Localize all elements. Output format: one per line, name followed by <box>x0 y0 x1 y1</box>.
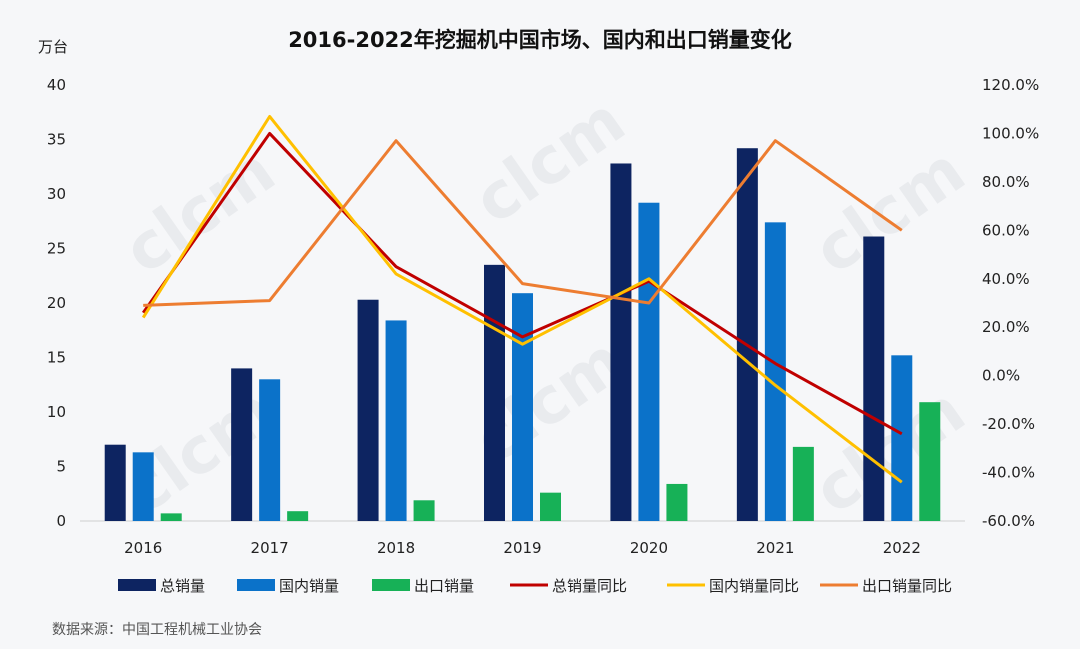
watermark-text: clcm <box>111 134 288 289</box>
bar-国内销量-2022 <box>891 355 913 521</box>
source-note: 数据来源：中国工程机械工业协会 <box>52 622 262 638</box>
watermark-logo: clcm <box>111 134 288 289</box>
legend-label: 出口销量 <box>414 577 474 595</box>
y-axis-unit-label: 万台 <box>38 38 68 56</box>
legend-swatch <box>372 579 410 591</box>
y-tick-label: 10 <box>47 403 66 421</box>
y2-tick-label: 80.0% <box>982 173 1030 191</box>
right-axis: -60.0% -40.0% -20.0% 0.0% 20.0% 40.0% 60.0% 80.… <box>982 76 1039 530</box>
y-tick-label: 15 <box>47 349 66 367</box>
x-tick-label: 2018 <box>377 539 415 557</box>
bar-国内销量-2019 <box>512 293 533 521</box>
bar-总销量-2022 <box>863 236 885 521</box>
y2-tick-label: -60.0% <box>982 512 1035 530</box>
bar-国内销量-2021 <box>764 222 786 521</box>
bar-出口销量-2016 <box>160 513 182 521</box>
bar-出口销量-2019 <box>540 492 561 521</box>
y-tick-label: 30 <box>47 185 66 203</box>
bar-总销量-2021 <box>736 148 758 521</box>
legend-label: 总销量 <box>160 577 205 595</box>
y-tick-label: 35 <box>47 131 66 149</box>
y2-tick-label: -40.0% <box>982 464 1035 482</box>
y2-tick-label: 120.0% <box>982 76 1039 94</box>
watermark-logo: clcm <box>801 374 978 529</box>
bar-出口销量-2022 <box>919 402 941 521</box>
y-tick-label: 20 <box>47 294 66 312</box>
y2-tick-label: 20.0% <box>982 318 1030 336</box>
legend-swatch <box>118 579 156 591</box>
line-国内销量同比 <box>141 114 903 484</box>
y2-tick-label: 60.0% <box>982 221 1030 239</box>
x-tick-label: 2021 <box>756 539 794 557</box>
watermark-logo: clcm <box>801 134 978 289</box>
legend-label: 出口销量同比 <box>862 577 952 595</box>
x-tick-label: 2020 <box>630 539 668 557</box>
bar-出口销量-2021 <box>792 446 814 521</box>
bar-出口销量-2017 <box>287 511 309 521</box>
bar-出口销量-2018 <box>413 500 435 521</box>
x-tick-label: 2016 <box>124 539 162 557</box>
bar-总销量-2019 <box>484 264 505 521</box>
y2-tick-label: 0.0% <box>982 367 1020 385</box>
x-tick-label: 2019 <box>503 539 541 557</box>
bar-国内销量-2016 <box>132 452 154 521</box>
y-tick-label: 5 <box>56 458 66 476</box>
line-总销量同比 <box>141 131 903 436</box>
bar-国内销量-2018 <box>385 320 407 521</box>
bar-出口销量-2020 <box>666 483 688 521</box>
line-出口销量同比 <box>143 139 903 307</box>
chart-title: 2016-2022年挖掘机中国市场、国内和出口销量变化 <box>288 28 792 52</box>
watermark-text: clcm <box>801 374 978 529</box>
y-tick-label: 40 <box>47 76 66 94</box>
x-tick-label: 2022 <box>883 539 921 557</box>
legend-label: 国内销量同比 <box>709 577 799 595</box>
legend-swatch <box>237 579 275 591</box>
y2-tick-label: 100.0% <box>982 124 1039 142</box>
bar-总销量-2020 <box>610 163 632 522</box>
legend-label: 总销量同比 <box>552 577 627 595</box>
legend: 总销量 国内销量 出口销量 总销量同比 国内销量同比 出口销量同比 <box>118 577 952 595</box>
bar-国内销量-2020 <box>638 202 660 521</box>
bar-国内销量-2017 <box>259 379 281 521</box>
y-tick-label: 0 <box>56 512 66 530</box>
left-axis: 0 5 10 15 20 25 30 35 40 <box>47 76 66 530</box>
x-axis: 2016 2017 2018 2019 2020 2021 2022 <box>124 539 921 557</box>
bar-总销量-2017 <box>231 368 253 521</box>
line-series <box>141 114 903 484</box>
x-tick-label: 2017 <box>251 539 289 557</box>
watermark-text: clcm <box>801 134 978 289</box>
legend-label: 国内销量 <box>279 577 339 595</box>
y2-tick-label: -20.0% <box>982 415 1035 433</box>
y2-tick-label: 40.0% <box>982 270 1030 288</box>
bar-总销量-2018 <box>357 299 379 521</box>
bar-总销量-2016 <box>104 444 126 521</box>
y-tick-label: 25 <box>47 240 66 258</box>
